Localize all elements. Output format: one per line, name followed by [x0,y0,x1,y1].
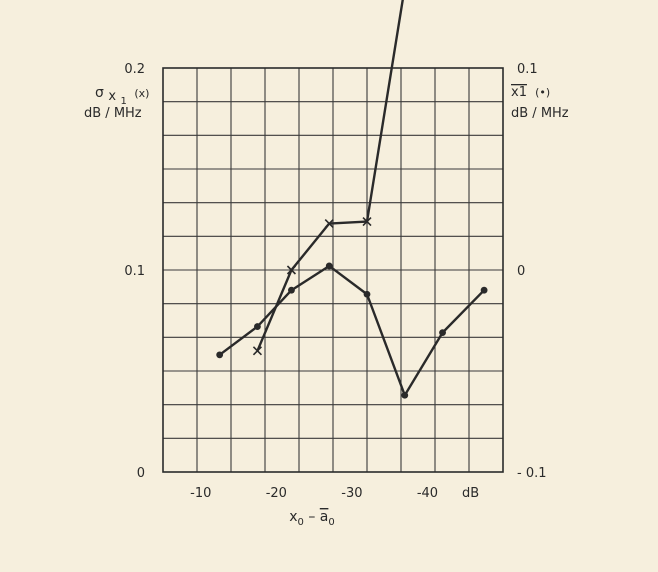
series-1-point [480,286,488,294]
x-axis-unit: dB [462,486,479,501]
left-y-tick-label: 0.2 [124,62,145,77]
right-y-tick-label: 0.1 [517,62,538,77]
left-axis-subsub: 1 [120,96,126,107]
x-axis-label-sub2: 0 [328,517,334,528]
series-1-point [325,262,333,270]
left-axis-sub: x [108,89,116,104]
series-1-point [439,329,446,337]
series-1-line [218,264,485,397]
x-marker-stroke [324,218,334,229]
right-y-tick-label: - 0.1 [517,466,547,481]
x-axis-label-a: a [320,509,329,525]
x-tick-label: -40 [417,486,438,501]
left-y-tick-label: 0 [137,466,145,481]
x-axis-label-sub: 0 [298,517,304,528]
series-0-point [252,346,263,356]
x-tick-label: -10 [190,486,211,501]
series-0-point [286,265,297,275]
right-y-tick-label: 0 [517,264,525,279]
right-axis-paren: (•) [535,86,550,99]
left-axis-paren: (x) [134,87,149,100]
x-marker-stroke [286,265,297,275]
x-tick-label: -30 [341,486,362,501]
right-axis-main: x1 [511,85,527,100]
x-tick-label: -20 [266,486,287,501]
x-axis-label-x: x [289,509,297,525]
x-axis-label-minus: – [304,509,320,525]
right-axis-label: x1 (•) [511,85,550,100]
series-0-point [324,218,334,229]
grid-lines [163,68,503,472]
tick-labels: -10 -20 -30 -40 0 0.1 0.2 - 0.1 0 0.1 [124,62,546,501]
x-marker-stroke [252,346,263,356]
series-1-point [363,290,371,298]
right-axis-unit: dB / MHz [511,106,569,121]
plot-frame [162,67,504,473]
left-y-tick-label: 0.1 [124,264,145,279]
series-1-point [401,391,409,399]
series-1-point [254,323,261,330]
series-group [216,0,488,399]
series-0-line [256,0,404,352]
series-1-point [288,286,295,294]
x-marker-stroke [362,216,372,227]
x-axis-label: x0 – a0 [289,509,335,528]
left-axis-unit: dB / MHz [84,106,142,121]
left-axis-label: σ x 1 (x) [95,85,149,108]
left-axis-symbol: σ [95,85,104,101]
series-1-point [216,351,224,359]
series-0-point [362,216,372,227]
